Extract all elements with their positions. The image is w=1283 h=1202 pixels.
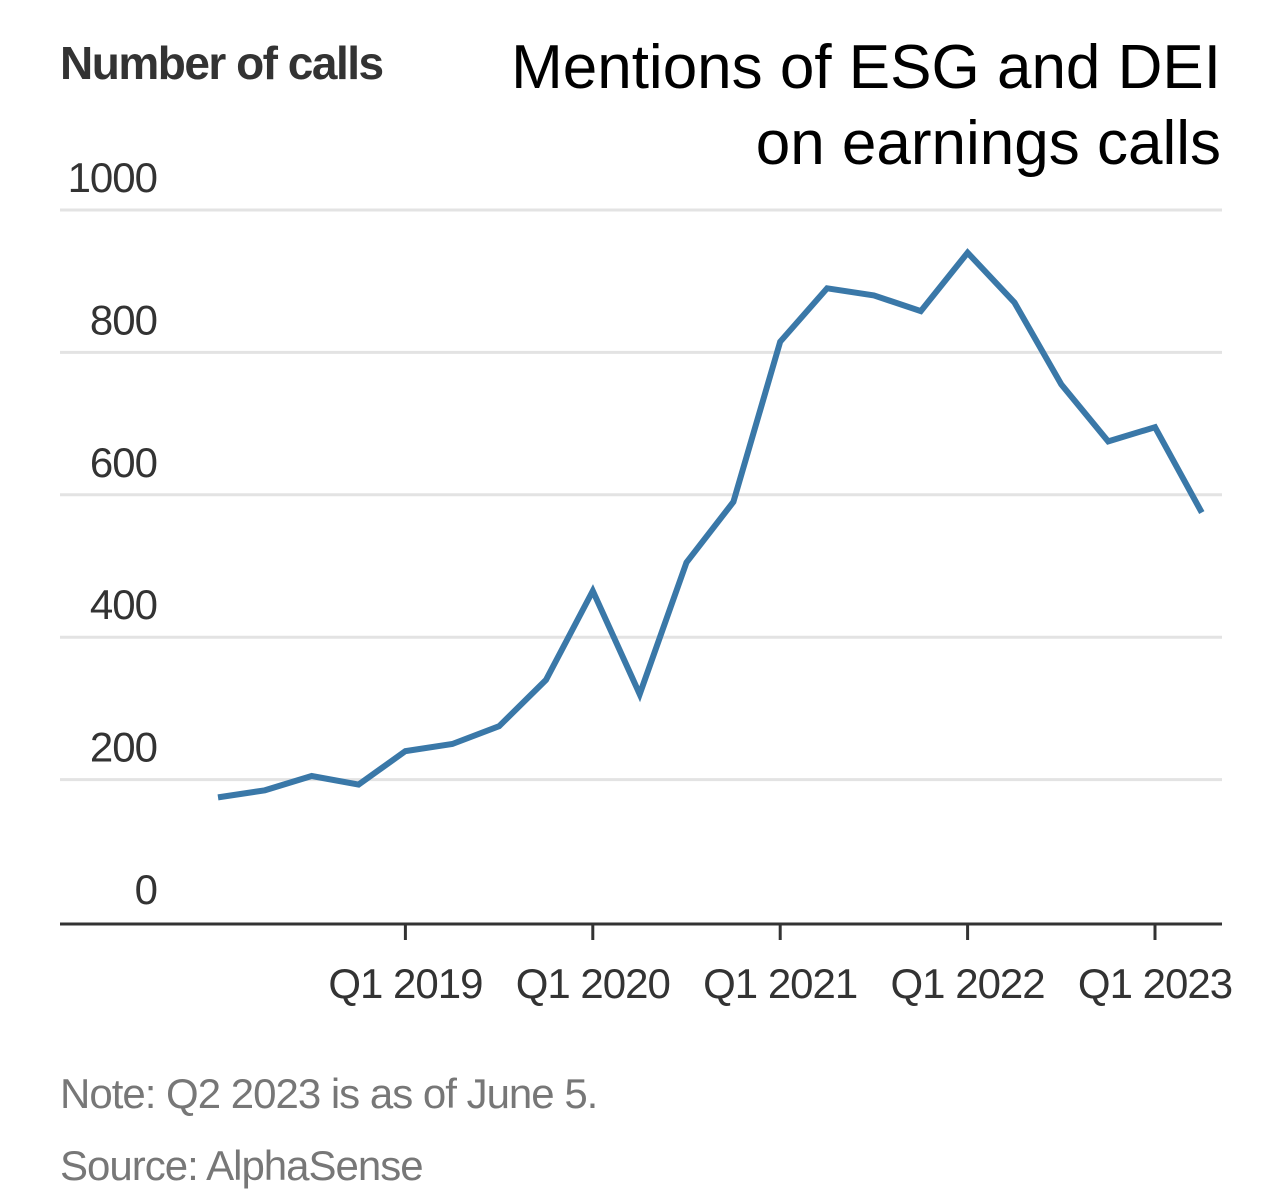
y-tick-label-200: 200 — [90, 724, 157, 771]
gridlines — [60, 208, 1222, 782]
note-text: Note: Q2 2023 is as of June 5. — [60, 1070, 598, 1117]
x-tick-label-2022-Q1: Q1 2022 — [891, 960, 1045, 1007]
chart-title: Mentions of ESG and DEI on earnings call… — [511, 33, 1221, 178]
x-axis — [60, 922, 1222, 940]
series-line-0 — [217, 248, 1205, 801]
y-tick-label-400: 400 — [90, 581, 157, 628]
x-tick-labels: Q1 2019 Q1 2020 Q1 2021 Q1 2022 Q1 2023 — [328, 960, 1233, 1007]
chart-notes: Note: Q2 2023 is as of June 5. Source: A… — [60, 1058, 598, 1202]
y-tick-label-600: 600 — [90, 439, 157, 486]
series-lines — [217, 248, 1205, 801]
y-tick-labels: 0 200 400 600 800 1000 — [68, 154, 158, 913]
x-tick-label-2021-Q1: Q1 2021 — [703, 960, 857, 1007]
source-text: Source: AlphaSense — [60, 1142, 424, 1189]
y-tick-label-0: 0 — [135, 866, 157, 913]
x-tick-label-2020-Q1: Q1 2020 — [516, 960, 670, 1007]
y-tick-label-1000: 1000 — [68, 154, 157, 201]
y-tick-label-800: 800 — [90, 296, 157, 343]
x-tick-label-2023-Q1: Q1 2023 — [1078, 960, 1232, 1007]
y-axis-label: Number of calls — [60, 37, 384, 89]
x-tick-label-2019-Q1: Q1 2019 — [328, 960, 482, 1007]
